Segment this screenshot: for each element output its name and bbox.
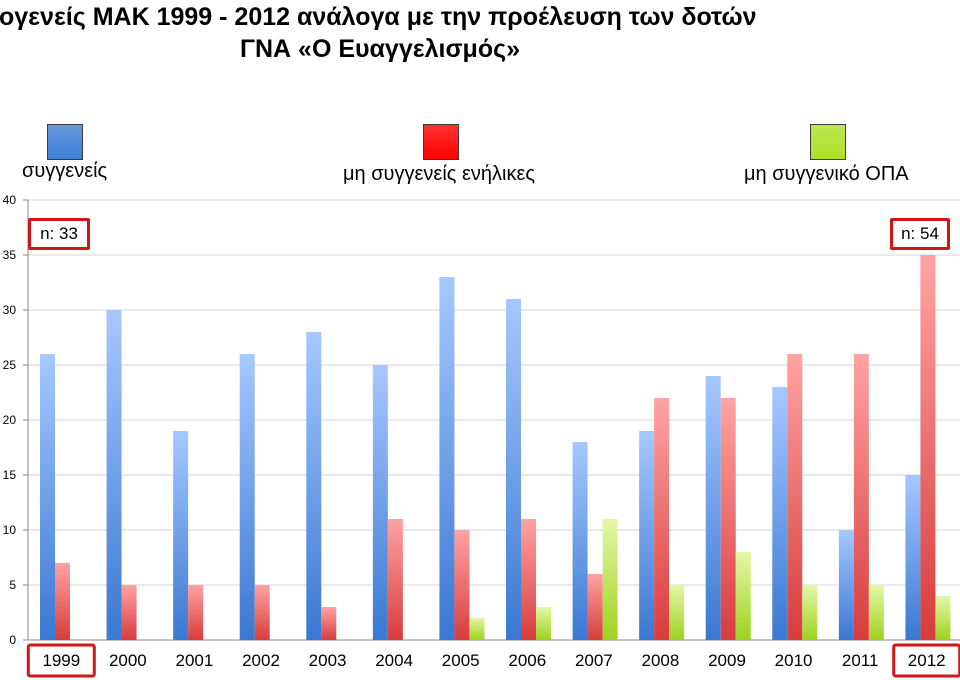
y-tick-label-5: 5 (9, 578, 16, 592)
bar-2-2011 (868, 585, 884, 640)
bar-2-2005 (469, 618, 485, 640)
legend-label-unrelated-adults: μη συγγενείς ενήλικες (343, 163, 535, 185)
bar-1-2008 (654, 398, 670, 640)
legend-swatch-unrelated-adults (423, 124, 459, 160)
bar-0-2009 (705, 376, 721, 640)
y-tick-label-20: 20 (3, 413, 17, 427)
legend-swatch-unrelated-cord-blood (810, 124, 846, 160)
bar-2-2012 (935, 596, 951, 640)
x-tick-label-2011: 2011 (842, 651, 879, 670)
bar-1-2012 (920, 255, 936, 640)
legend-label-related: συγγενείς (22, 160, 108, 182)
bar-1-2004 (387, 519, 403, 640)
bar-2-2010 (802, 585, 818, 640)
bar-0-2001 (173, 431, 189, 640)
x-tick-label-2001: 2001 (176, 651, 214, 670)
bar-0-2008 (639, 431, 655, 640)
bar-1-2011 (853, 354, 869, 640)
x-tick-label-2008: 2008 (642, 651, 680, 670)
x-tick-label-1999: 1999 (42, 651, 80, 670)
x-tick-label-2007: 2007 (575, 651, 613, 670)
bars (40, 255, 951, 640)
legend-swatch-related (47, 124, 83, 160)
x-tick-label-2002: 2002 (242, 651, 280, 670)
x-tick-label-2004: 2004 (375, 651, 413, 670)
chart-title-line-2: ΓΝΑ «Ο Ευαγγελισμός» (239, 35, 521, 63)
highlight-boxes (26, 643, 960, 678)
y-tick-label-35: 35 (3, 248, 17, 262)
bar-2-2006 (536, 607, 551, 640)
bar-1-2010 (787, 354, 803, 640)
bar-0-2011 (838, 530, 854, 640)
bar-0-2002 (239, 354, 255, 640)
y-tick-label-15: 15 (3, 468, 17, 482)
x-tick-label-2000: 2000 (109, 651, 147, 670)
bar-1-2005 (454, 530, 470, 640)
legend-label-unrelated-cord-blood: μη συγγενικό ΟΠΑ (744, 163, 909, 185)
y-tick-label-0: 0 (9, 633, 16, 647)
bar-0-2012 (905, 475, 921, 640)
bar-1-2001 (188, 585, 204, 640)
bar-0-1999 (40, 354, 55, 640)
x-tick-label-2005: 2005 (442, 651, 480, 670)
bar-2-2008 (669, 585, 685, 640)
bar-0-2000 (106, 310, 122, 640)
bar-0-2006 (506, 299, 521, 640)
bar-1-2003 (321, 607, 337, 640)
bar-1-2000 (121, 585, 137, 640)
bar-0-2010 (772, 387, 788, 640)
x-tick-label-2012: 2012 (908, 651, 946, 670)
annotation-n-left: n: 33 (28, 218, 90, 250)
y-tick-label-10: 10 (3, 523, 17, 537)
bar-0-2003 (306, 332, 322, 640)
gridlines (28, 199, 960, 586)
y-tick-label-25: 25 (3, 358, 17, 372)
bar-0-2004 (372, 365, 388, 640)
chart-title-line-1: Αλλογενείς ΜΑΚ 1999 - 2012 ανάλογα με τη… (0, 3, 757, 31)
y-tick-label-40: 40 (3, 193, 17, 207)
bar-2-2007 (602, 519, 618, 640)
x-tick-label-2006: 2006 (508, 651, 546, 670)
bar-2-2009 (735, 552, 751, 640)
bar-1-2007 (587, 574, 603, 640)
bar-1-2006 (521, 519, 536, 640)
highlight-box-1999 (26, 643, 96, 678)
bar-1-2009 (720, 398, 736, 640)
x-tick-label-2003: 2003 (309, 651, 347, 670)
bar-1-1999 (55, 563, 70, 640)
bar-0-2005 (439, 277, 455, 640)
bar-0-2007 (572, 442, 588, 640)
tick-labels: 0 5 10 15 20 25 30 35 40 1999 2000 2001 2002 2003 2004… (3, 193, 946, 670)
bar-1-2002 (254, 585, 270, 640)
x-tick-label-2010: 2010 (775, 651, 813, 670)
x-tick-label-2009: 2009 (708, 651, 746, 670)
y-tick-label-30: 30 (3, 303, 17, 317)
annotation-n-right: n: 54 (890, 218, 950, 250)
